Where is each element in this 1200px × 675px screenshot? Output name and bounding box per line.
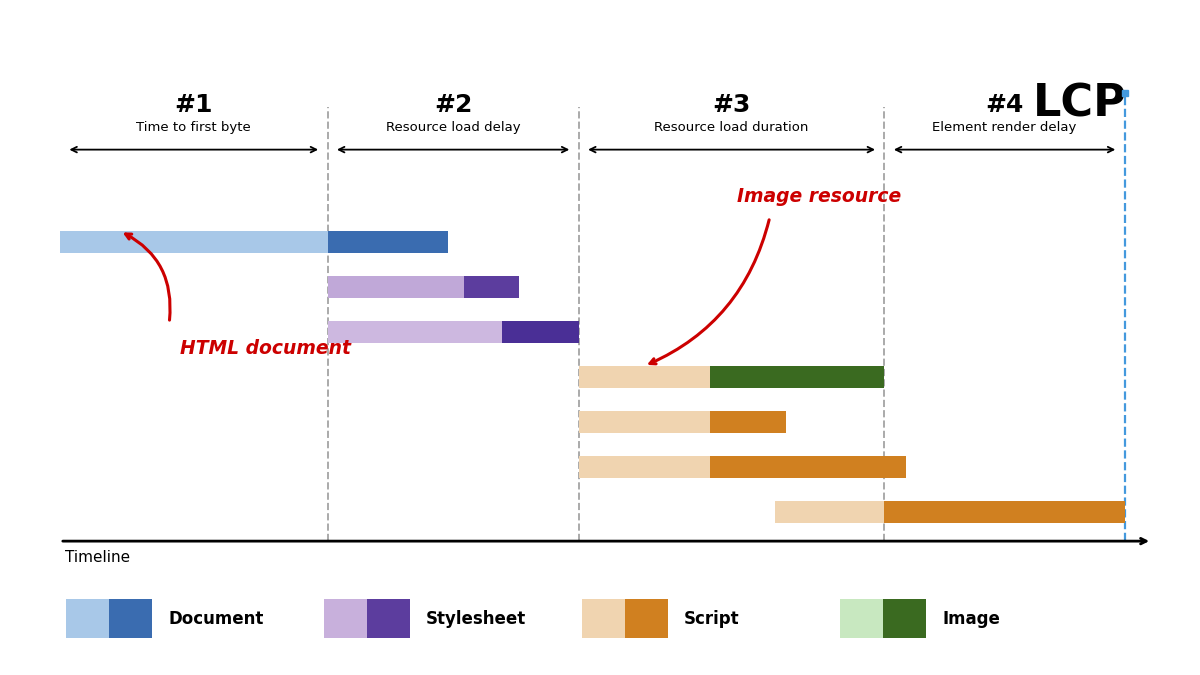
Bar <box>883 599 926 639</box>
Text: Image resource: Image resource <box>737 187 901 206</box>
Bar <box>66 599 109 639</box>
Text: Resource load delay: Resource load delay <box>386 121 521 134</box>
Text: #4: #4 <box>985 92 1024 117</box>
Text: Element render delay: Element render delay <box>932 121 1076 134</box>
Bar <box>578 456 709 478</box>
Bar <box>709 456 906 478</box>
Bar <box>709 411 786 433</box>
Bar <box>503 321 578 343</box>
Bar <box>109 599 152 639</box>
Text: HTML document: HTML document <box>180 339 352 358</box>
Bar <box>328 231 448 252</box>
Bar <box>578 411 709 433</box>
Bar <box>367 599 410 639</box>
Text: Document: Document <box>168 610 263 628</box>
Text: Resource load duration: Resource load duration <box>654 121 809 134</box>
Bar <box>464 276 518 298</box>
Bar <box>60 231 328 252</box>
Bar <box>775 501 884 522</box>
Text: Timeline: Timeline <box>66 550 131 565</box>
Bar <box>709 366 884 387</box>
Text: Script: Script <box>684 610 739 628</box>
Bar <box>884 501 1124 522</box>
Text: Time to first byte: Time to first byte <box>137 121 251 134</box>
Bar <box>328 276 464 298</box>
Text: #1: #1 <box>174 92 214 117</box>
Text: Image: Image <box>942 610 1000 628</box>
Text: LCP: LCP <box>1033 82 1127 125</box>
Bar <box>324 599 367 639</box>
Bar <box>625 599 668 639</box>
Bar <box>328 321 503 343</box>
Bar <box>578 366 709 387</box>
Bar <box>582 599 625 639</box>
Text: #3: #3 <box>713 92 751 117</box>
Text: #2: #2 <box>434 92 473 117</box>
Text: Stylesheet: Stylesheet <box>426 610 527 628</box>
Bar <box>840 599 883 639</box>
